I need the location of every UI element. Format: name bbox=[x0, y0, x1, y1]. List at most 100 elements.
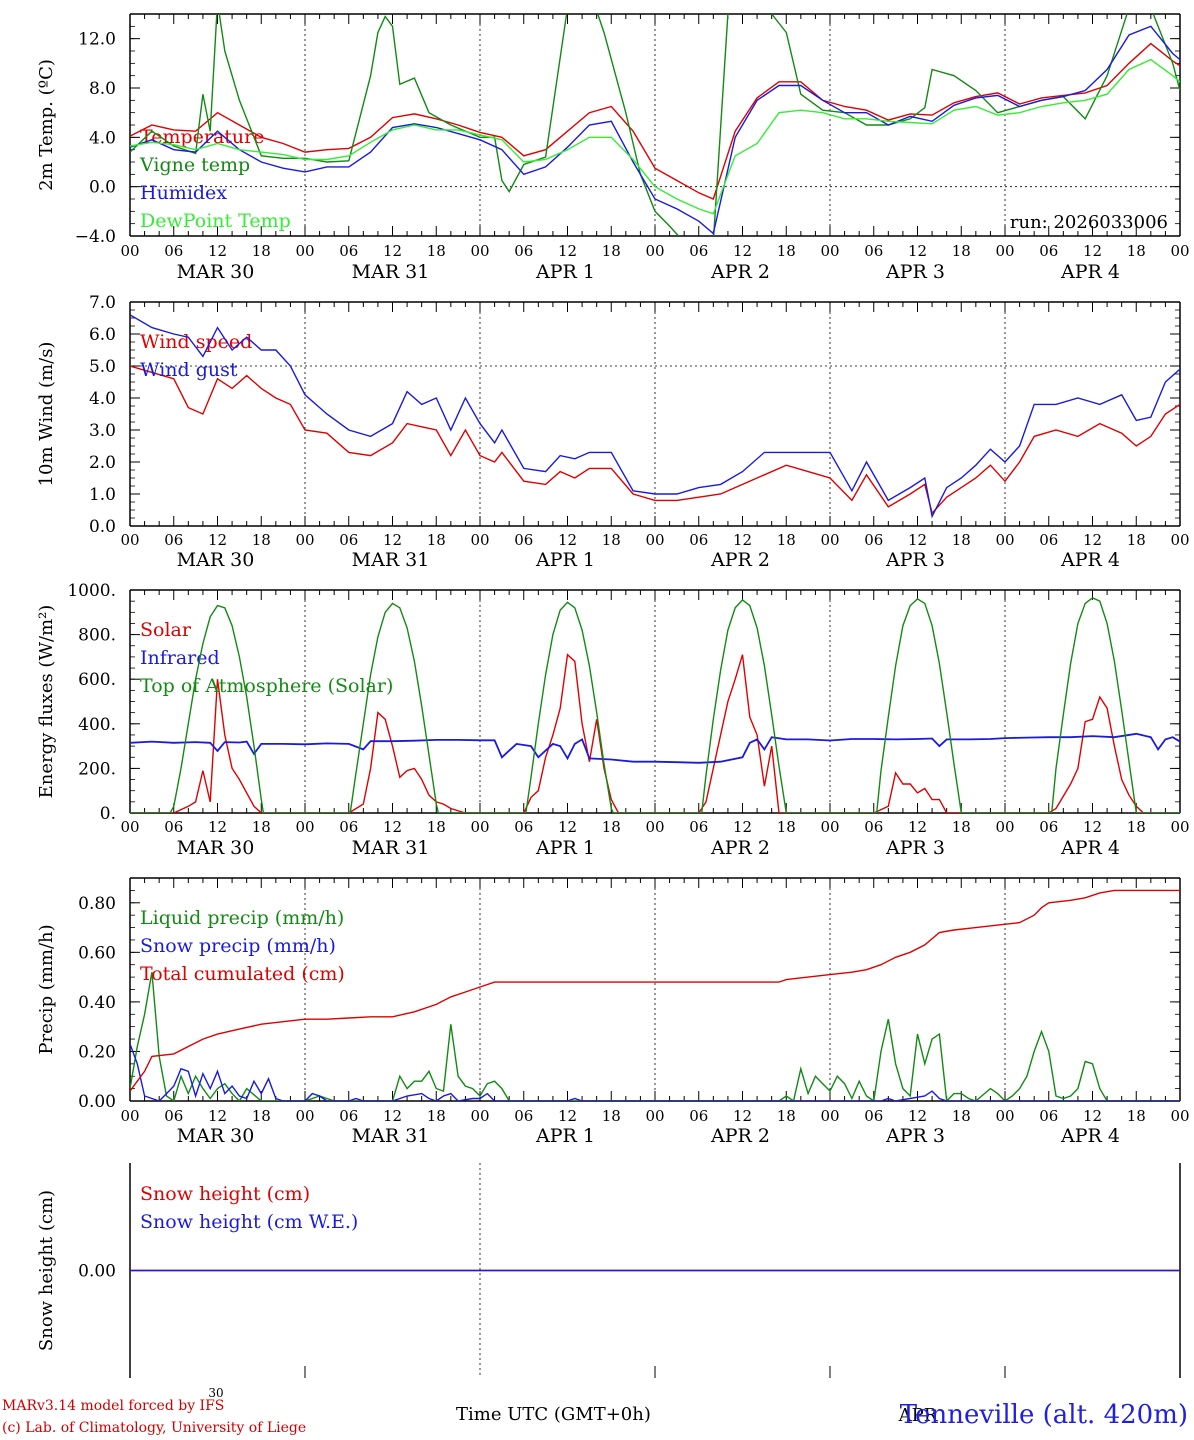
x-tick-label: 18 bbox=[777, 1107, 796, 1125]
x-tick-label: 12 bbox=[733, 242, 752, 260]
x-tick-label: 06 bbox=[164, 531, 183, 549]
y-tick-label: 1000. bbox=[67, 581, 116, 601]
day-label: MAR 30 bbox=[177, 1125, 255, 1147]
day-label: APR 3 bbox=[885, 837, 945, 859]
x-tick-label: 12 bbox=[383, 531, 402, 549]
day-label: APR 2 bbox=[710, 549, 770, 571]
day-label: APR 4 bbox=[1060, 837, 1120, 859]
y-tick-label: 400. bbox=[78, 715, 116, 735]
x-tick-label: 06 bbox=[864, 531, 883, 549]
panel-flux: 0. 200. 400. 600. 800. 1000. Energy fluxes (W/… bbox=[36, 581, 1190, 859]
series-line-top-of-atmosphere-solar- bbox=[130, 596, 1180, 813]
x-tick-label: 18 bbox=[427, 1107, 446, 1125]
x-tick-label: 06 bbox=[689, 531, 708, 549]
x-tick-label: 12 bbox=[908, 531, 927, 549]
x-tick-label: 18 bbox=[777, 818, 796, 836]
x-tick-label: 00 bbox=[645, 1107, 664, 1125]
x-tick-label: 00 bbox=[120, 531, 139, 549]
x-tick-label: 12 bbox=[208, 531, 227, 549]
y-tick-label: −4.0 bbox=[75, 227, 116, 247]
x-tick-label: 00 bbox=[995, 1107, 1014, 1125]
x-tick-label: 00 bbox=[995, 531, 1014, 549]
y-tick-label: 0. bbox=[100, 804, 116, 824]
legend-entry: Wind speed bbox=[140, 331, 252, 353]
day-label: APR 3 bbox=[885, 549, 945, 571]
panel-snow: 0.00 Snow height (cm) Snow height (cm) Snow… bbox=[36, 1163, 1181, 1378]
x-tick-label: 12 bbox=[208, 1107, 227, 1125]
x-tick-label: 06 bbox=[514, 242, 533, 260]
x-tick-label: 18 bbox=[1127, 1107, 1146, 1125]
y-axis-label: Precip (mm/h) bbox=[36, 924, 57, 1054]
x-tick-label: 18 bbox=[952, 242, 971, 260]
series-line-dewpoint-temp bbox=[130, 58, 1180, 215]
y-tick-label: 3.0 bbox=[89, 421, 116, 441]
x-tick-label: 06 bbox=[339, 531, 358, 549]
x-tick-label: 18 bbox=[427, 818, 446, 836]
x-tick-label: 00 bbox=[820, 1107, 839, 1125]
x-tick-label: 00 bbox=[1170, 818, 1189, 836]
panel-temp: −4.0 0.0 4.0 8.0 12.0 2m Temp. (ºC) 00 06 12 18 00… bbox=[36, 13, 1190, 283]
legend-entry: Snow height (cm W.E.) bbox=[140, 1211, 358, 1233]
y-tick-label: 4.0 bbox=[89, 389, 116, 409]
series-line-humidex bbox=[130, 25, 1180, 235]
day-label: APR 4 bbox=[1060, 1125, 1120, 1147]
y-tick-label: 1.0 bbox=[89, 485, 116, 505]
legend-entry: Wind gust bbox=[140, 359, 238, 381]
day-label: APR 2 bbox=[710, 1125, 770, 1147]
x-tick-label: 00 bbox=[120, 818, 139, 836]
x-tick-label: 00 bbox=[295, 242, 314, 260]
x-tick-label: 00 bbox=[1170, 531, 1189, 549]
legend-entry: Total cumulated (cm) bbox=[140, 963, 345, 985]
day-label: APR 3 bbox=[885, 1125, 945, 1147]
day-label: MAR 31 bbox=[352, 261, 430, 283]
y-axis-label: Snow height (cm) bbox=[36, 1190, 57, 1351]
x-tick-label: 18 bbox=[602, 1107, 621, 1125]
y-tick-label: 0.0 bbox=[89, 178, 116, 198]
x-tick-label: 12 bbox=[558, 1107, 577, 1125]
x-tick-label: 12 bbox=[908, 242, 927, 260]
x-tick-label: 18 bbox=[602, 818, 621, 836]
x-tick-label: 06 bbox=[339, 242, 358, 260]
day-label: APR 4 bbox=[1060, 261, 1120, 283]
x-tick-label: 06 bbox=[514, 1107, 533, 1125]
series-line-total-cumulated-cm- bbox=[130, 889, 1180, 1092]
panel-wind: 0.0 1.0 2.0 3.0 4.0 5.0 6.0 7.0 10m Wind (m/s) 00… bbox=[36, 293, 1190, 571]
day-label: MAR 31 bbox=[352, 837, 430, 859]
x-tick-label: 18 bbox=[427, 242, 446, 260]
series-line-temperature bbox=[130, 42, 1180, 200]
x-tick-label: 18 bbox=[1127, 242, 1146, 260]
y-axis-label: 2m Temp. (ºC) bbox=[36, 59, 57, 191]
y-tick-label: 0.00 bbox=[78, 1262, 116, 1282]
x-tick-label: 12 bbox=[1083, 531, 1102, 549]
series-line-vigne-temp bbox=[130, 14, 1180, 236]
legend-entry: Snow precip (mm/h) bbox=[140, 935, 336, 957]
x-tick-label: 00 bbox=[1170, 242, 1189, 260]
day-label: MAR 31 bbox=[352, 1125, 430, 1147]
x-tick-label: 00 bbox=[820, 242, 839, 260]
x-tick-label: 06 bbox=[164, 818, 183, 836]
series-line-wind-speed bbox=[130, 365, 1180, 515]
x-tick-label: 12 bbox=[733, 531, 752, 549]
day-label: APR 1 bbox=[535, 549, 595, 571]
x-tick-label: 00 bbox=[470, 1107, 489, 1125]
panel-precip: 0.00 0.20 0.40 0.60 0.80 Precip (mm/h) 00 06 12 1… bbox=[36, 877, 1190, 1147]
x-tick-label: 06 bbox=[1039, 818, 1058, 836]
x-tick-label: 00 bbox=[120, 242, 139, 260]
y-axis-label: Energy fluxes (W/m²) bbox=[36, 605, 57, 799]
x-tick-label: 06 bbox=[339, 1107, 358, 1125]
y-tick-label: 8.0 bbox=[89, 79, 116, 99]
legend-entry: Snow height (cm) bbox=[140, 1183, 310, 1205]
x-tick-label: 06 bbox=[1039, 242, 1058, 260]
x-tick-label: 06 bbox=[689, 818, 708, 836]
x-tick-label: 06 bbox=[864, 242, 883, 260]
day-label: MAR 30 bbox=[177, 549, 255, 571]
legend-entry: Top of Atmosphere (Solar) bbox=[140, 675, 393, 697]
x-tick-label: 12 bbox=[733, 1107, 752, 1125]
y-tick-label: 0.40 bbox=[78, 993, 116, 1013]
x-tick-label: 18 bbox=[777, 531, 796, 549]
x-tick-label: 18 bbox=[952, 1107, 971, 1125]
y-tick-label: 800. bbox=[78, 626, 116, 646]
y-tick-label: 200. bbox=[78, 759, 116, 779]
x-tick-label: 12 bbox=[908, 818, 927, 836]
